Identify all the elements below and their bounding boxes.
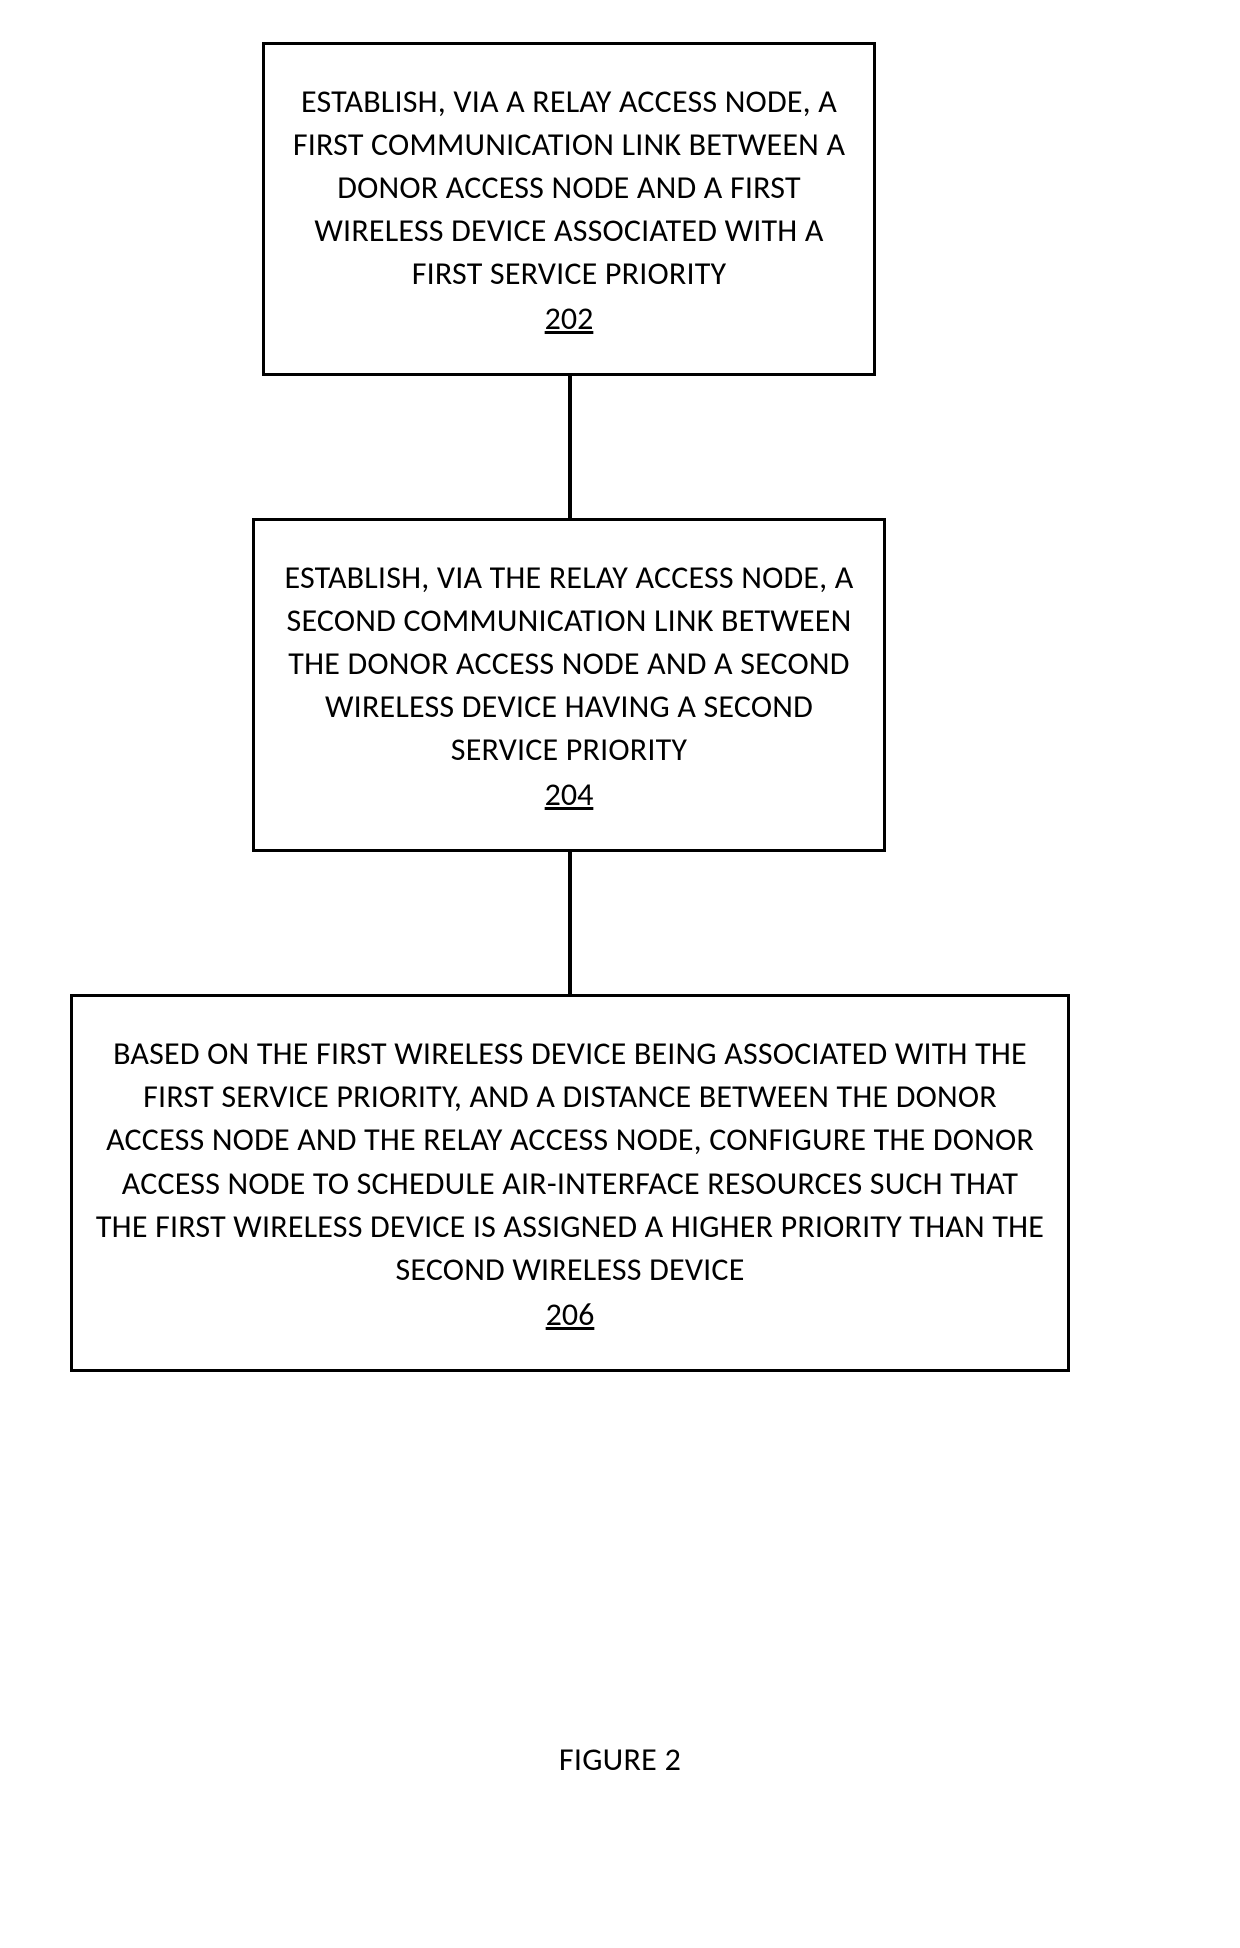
flow-node-206: BASED ON THE FIRST WIRELESS DEVICE BEING…	[70, 994, 1070, 1372]
edge-n1-n2	[568, 376, 572, 518]
flow-node-text: BASED ON THE FIRST WIRELESS DEVICE BEING…	[93, 1032, 1047, 1291]
flow-node-ref: 202	[545, 299, 594, 338]
flow-node-202: ESTABLISH, VIA A RELAY ACCESS NODE, A FI…	[262, 42, 876, 376]
flow-node-text: ESTABLISH, VIA THE RELAY ACCESS NODE, A …	[275, 556, 863, 772]
flow-node-text: ESTABLISH, VIA A RELAY ACCESS NODE, A FI…	[285, 80, 853, 296]
figure-label: FIGURE 2	[559, 1740, 681, 1779]
flow-node-ref: 204	[545, 775, 594, 814]
flow-node-204: ESTABLISH, VIA THE RELAY ACCESS NODE, A …	[252, 518, 886, 852]
flowchart-canvas: ESTABLISH, VIA A RELAY ACCESS NODE, A FI…	[0, 0, 1240, 1948]
edge-n2-n3	[568, 852, 572, 994]
flow-node-ref: 206	[546, 1295, 595, 1334]
